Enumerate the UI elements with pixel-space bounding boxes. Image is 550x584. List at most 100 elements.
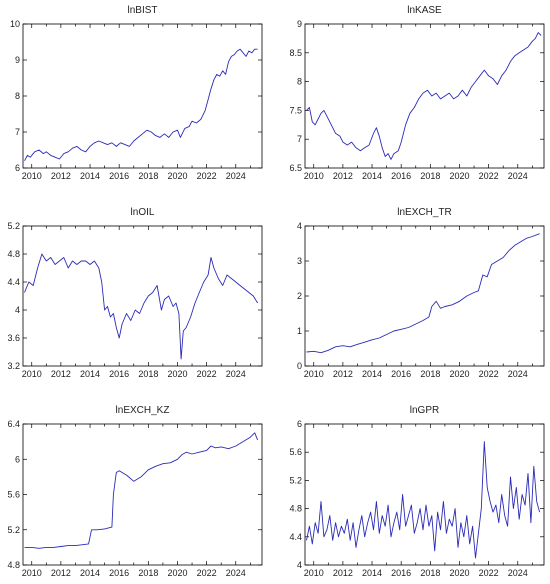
y-tick-label: 6.4: [7, 419, 20, 429]
plot-frame: [22, 423, 263, 566]
y-tick-label: 5.6: [289, 447, 302, 457]
x-tick-label: 2024: [508, 171, 528, 181]
y-tick-label: 2: [297, 291, 302, 301]
series-line-0: [24, 432, 259, 549]
x-tick-label: 2014: [80, 171, 100, 181]
x-tick-label: 2018: [138, 171, 158, 181]
y-tick-label: 9: [297, 19, 302, 29]
series-line-0: [306, 233, 540, 354]
x-tick-label: 2020: [167, 171, 187, 181]
x-tick-label: 2020: [449, 369, 469, 379]
x-tick-label: 2016: [109, 171, 129, 181]
x-tick-label: 2018: [420, 171, 440, 181]
y-tick-label: 5.2: [7, 525, 20, 535]
chart-panel-5: lnGPR 4 4.4 4.8 5.2 5.6 6 2010 2012 2014 2016 2018 2…: [289, 405, 545, 578]
chart-panel-2: lnOIL 3.2 3.6 4 4.4 4.8 5.2 2010 2012 2014 2016 201…: [7, 207, 263, 379]
x-tick-label: 2016: [109, 568, 129, 578]
x-tick-label: 2010: [304, 568, 324, 578]
series-line-0: [24, 253, 258, 360]
chart-panel-0: lnBIST 6 7 8 9 10 2010 2012 2014 2016 2018 2020 2022…: [10, 5, 263, 181]
y-tick-label: 4: [297, 221, 302, 231]
x-tick-label: 2022: [479, 171, 499, 181]
x-tick-label: 2012: [333, 568, 353, 578]
y-tick-label: 5.2: [7, 221, 20, 231]
y-tick-label: 6: [15, 163, 20, 173]
y-tick-label: 4: [297, 560, 302, 570]
x-tick-label: 2024: [226, 171, 246, 181]
y-tick-label: 3.2: [7, 361, 20, 371]
chart-panel-4: lnEXCH_KZ 4.8 5.2 5.6 6 6.4 2010 2012 2014 2016 20…: [7, 405, 263, 578]
y-tick-label: 7: [297, 134, 302, 144]
series-line-0: [306, 32, 542, 160]
x-tick-label: 2018: [138, 568, 158, 578]
x-tick-label: 2010: [22, 171, 42, 181]
x-tick-label: 2024: [508, 568, 528, 578]
y-tick-label: 8: [15, 91, 20, 101]
x-tick-label: 2020: [167, 369, 187, 379]
y-tick-label: 8: [297, 77, 302, 87]
y-tick-label: 5.2: [289, 475, 302, 485]
y-tick-label: 0: [297, 361, 302, 371]
y-tick-label: 4.4: [289, 532, 302, 542]
x-tick-label: 2016: [109, 369, 129, 379]
x-tick-label: 2010: [22, 568, 42, 578]
plot-frame: [304, 23, 545, 169]
x-tick-label: 2016: [391, 568, 411, 578]
chart-title: lnBIST: [127, 5, 157, 16]
x-tick-label: 2018: [420, 568, 440, 578]
plot-frame: [22, 23, 263, 169]
x-tick-label: 2022: [197, 568, 217, 578]
x-tick-label: 2024: [508, 369, 528, 379]
chart-title: lnKASE: [407, 5, 442, 16]
y-tick-label: 10: [10, 19, 20, 29]
x-tick-label: 2022: [197, 171, 217, 181]
x-tick-label: 2012: [51, 568, 71, 578]
chart-title: lnEXCH_KZ: [116, 405, 170, 416]
y-tick-label: 3: [297, 256, 302, 266]
x-tick-label: 2018: [138, 369, 158, 379]
series-line-0: [306, 441, 541, 559]
chart-title: lnEXCH_TR: [397, 207, 451, 218]
y-tick-label: 4: [15, 305, 20, 315]
x-tick-label: 2022: [479, 369, 499, 379]
y-tick-label: 4.8: [289, 504, 302, 514]
x-tick-label: 2018: [420, 369, 440, 379]
y-tick-label: 6.5: [289, 163, 302, 173]
plot-frame: [304, 423, 545, 566]
chart-title: lnGPR: [410, 405, 439, 416]
y-tick-label: 5.6: [7, 490, 20, 500]
x-tick-label: 2014: [362, 369, 382, 379]
chart-panel-3: lnEXCH_TR 0 1 2 3 4 2010 2012 2014 2016 2018 2020 20…: [297, 207, 545, 379]
x-tick-label: 2022: [197, 369, 217, 379]
y-tick-label: 7.5: [289, 105, 302, 115]
x-tick-label: 2014: [362, 171, 382, 181]
y-tick-label: 8.5: [289, 48, 302, 58]
x-tick-label: 2020: [449, 171, 469, 181]
y-tick-label: 4.8: [7, 249, 20, 259]
x-tick-label: 2012: [333, 369, 353, 379]
x-tick-label: 2016: [391, 171, 411, 181]
plot-frame: [22, 225, 263, 367]
y-tick-label: 4.4: [7, 277, 20, 287]
y-tick-label: 1: [297, 326, 302, 336]
x-tick-label: 2010: [304, 171, 324, 181]
chart-title: lnOIL: [131, 207, 155, 218]
y-tick-label: 6: [15, 454, 20, 464]
x-tick-label: 2014: [362, 568, 382, 578]
x-tick-label: 2022: [479, 568, 499, 578]
x-tick-label: 2024: [226, 369, 246, 379]
x-tick-label: 2024: [226, 568, 246, 578]
x-tick-label: 2012: [333, 171, 353, 181]
chart-panel-1: lnKASE 6.5 7 7.5 8 8.5 9 2010 2012 2014 2016 2018 20…: [289, 5, 545, 181]
y-tick-label: 6: [297, 419, 302, 429]
y-tick-label: 7: [15, 127, 20, 137]
x-tick-label: 2020: [449, 568, 469, 578]
x-tick-label: 2014: [80, 568, 100, 578]
x-tick-label: 2012: [51, 171, 71, 181]
plot-frame: [304, 225, 545, 367]
x-tick-label: 2020: [167, 568, 187, 578]
series-line-0: [24, 48, 258, 162]
x-tick-label: 2014: [80, 369, 100, 379]
y-tick-label: 3.6: [7, 333, 20, 343]
